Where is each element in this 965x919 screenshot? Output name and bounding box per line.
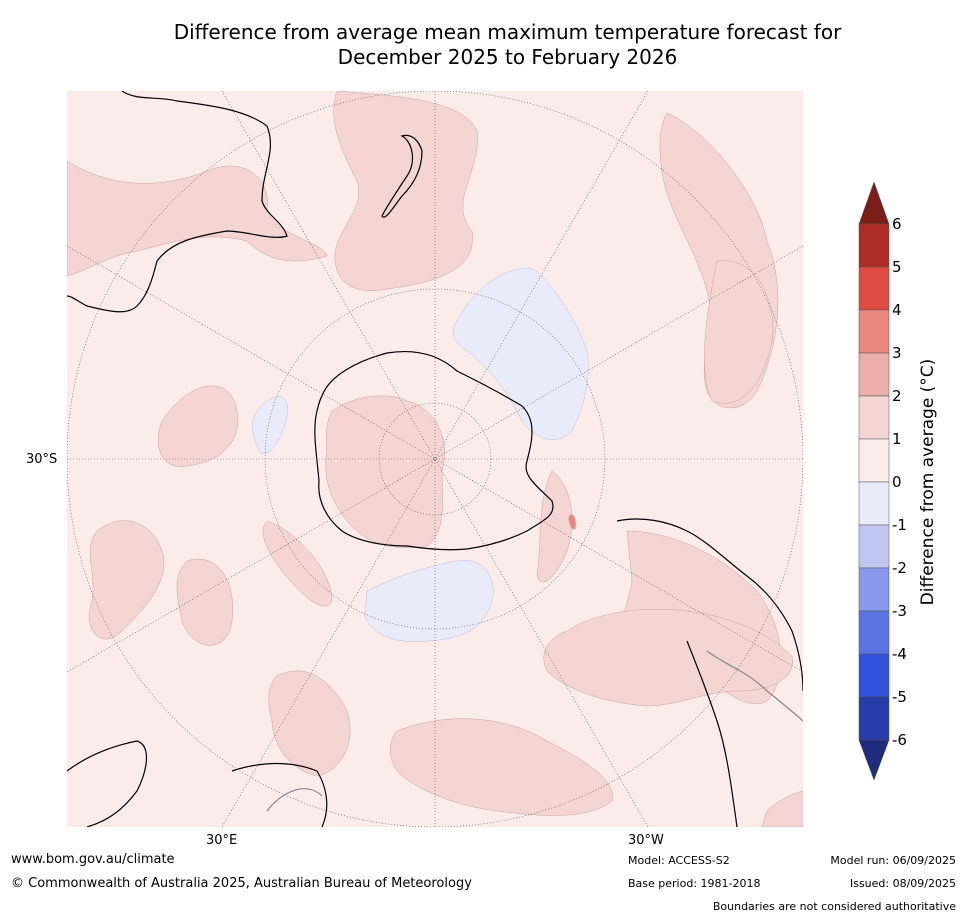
colorbar-segment-m3-m2: [858, 567, 890, 612]
colorbar-tick: 2: [892, 387, 902, 405]
colorbar-segment-5-6: [858, 223, 890, 268]
anomaly-neg-1-to-0-regions: [252, 268, 589, 642]
model-run-text: Model run: 06/09/2025: [830, 854, 956, 867]
colorbar-tick: -3: [892, 602, 907, 620]
meridian-line: [221, 91, 649, 827]
anomaly-region-southern-ocean: [390, 718, 613, 816]
colorbar-segment-0-1: [858, 438, 890, 483]
lat-label-30s: 30°S: [26, 452, 58, 467]
issued-text: Issued: 08/09/2025: [849, 877, 956, 890]
colorbar-segment-2-3: [858, 352, 890, 397]
coastline-antarctica: [314, 350, 554, 551]
anomaly-region-southwest-pacific: [268, 670, 351, 777]
colorbar-segment-m5-m4: [858, 653, 890, 698]
anomaly-region-indian-4: [262, 520, 333, 607]
base-period-text: Base period: 1981-2018: [628, 877, 761, 890]
colorbar-segment-m1-0: [858, 481, 890, 526]
title-line-1: Difference from average mean maximum tem…: [173, 20, 842, 44]
coastline-new-zealand: [381, 134, 423, 218]
anomaly-region-tasman: [67, 160, 328, 277]
colorbar-segment-m2-m1: [858, 524, 890, 569]
anomaly-region-antarctica: [325, 395, 445, 548]
colorbar-tick: -6: [892, 731, 907, 749]
colorbar-segment-gt6: [858, 182, 890, 225]
colorbar-segment-m4-m3: [858, 610, 890, 655]
colorbar-segment-m6-m5: [858, 696, 890, 741]
colorbar-tick: -5: [892, 688, 907, 706]
colorbar-tick: -1: [892, 516, 907, 534]
anomaly-region-nz: [333, 91, 478, 291]
lon-label-30e: 30°E: [206, 833, 238, 848]
graticule: [67, 91, 803, 827]
colorbar-tick: 1: [892, 430, 902, 448]
coastline-south-america: [616, 518, 803, 827]
copyright-text: © Commonwealth of Australia 2025, Austra…: [11, 876, 472, 891]
anomaly-negative-region-pacific: [452, 268, 589, 440]
anomaly-region-east-pacific: [704, 260, 773, 404]
colorbar-tick: 6: [892, 215, 902, 233]
chart-title: Difference from average mean maximum tem…: [0, 20, 965, 70]
anomaly-1-to-2-regions: [67, 91, 803, 827]
colorbar-label: Difference from average (°C): [918, 358, 938, 606]
anomaly-region-south-pacific-east: [543, 608, 793, 707]
lon-label-30w: 30°W: [628, 833, 664, 848]
anomaly-negative-region-indian: [252, 396, 289, 454]
disclaimer-text: Boundaries are not considered authoritat…: [712, 900, 956, 913]
colorbar-segment-3-4: [858, 309, 890, 354]
forecast-map[interactable]: [67, 91, 803, 827]
colorbar-tick: 5: [892, 258, 902, 276]
colorbar-segment-4-5: [858, 266, 890, 311]
colorbar-tick: -2: [892, 559, 907, 577]
coastline-australia: [67, 91, 288, 313]
meridian-line: [67, 245, 803, 673]
colorbar-tick: 4: [892, 301, 902, 319]
anomaly-negative-region-atlantic: [364, 560, 494, 642]
anomaly-region-south-atlantic: [536, 470, 573, 583]
colorbar-tick: 3: [892, 344, 902, 362]
model-text: Model: ACCESS-S2: [628, 854, 730, 867]
country-boundaries: [266, 650, 803, 812]
anomaly-region-indian-3: [176, 558, 234, 646]
colorbar-segment-lt-m6: [858, 739, 890, 781]
anomaly-region-indian-2: [89, 520, 165, 640]
meridian-line: [67, 245, 803, 673]
meridian-line: [221, 91, 649, 827]
colorbar-tick: -4: [892, 645, 907, 663]
coastline-africa: [67, 740, 328, 827]
colorbar: [858, 182, 890, 781]
anomaly-2-to-3-region: [568, 514, 576, 530]
anomaly-region-indian-1: [157, 385, 239, 467]
colorbar-segment-1-2: [858, 395, 890, 440]
coastlines: [67, 91, 803, 827]
website-link[interactable]: www.bom.gov.au/climate: [11, 852, 175, 867]
anomaly-region-sw-corner: [761, 790, 803, 827]
map-canvas: [67, 91, 803, 827]
colorbar-tick: 0: [892, 473, 902, 491]
title-line-2: December 2025 to February 2026: [337, 45, 678, 69]
